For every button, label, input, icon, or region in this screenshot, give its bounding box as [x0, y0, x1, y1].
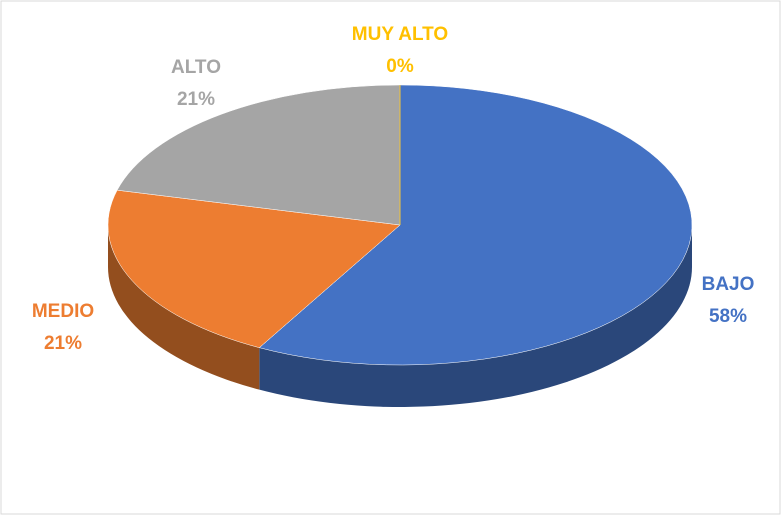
category-label: MUY ALTO	[352, 24, 448, 45]
pie-slice	[116, 84, 401, 226]
category-label: ALTO	[171, 57, 221, 78]
pie-slice	[107, 189, 401, 348]
pie-slice-side	[108, 225, 260, 390]
pie-slice	[258, 84, 693, 366]
category-label: BAJO	[702, 274, 755, 295]
category-label: MEDIO	[32, 301, 94, 322]
value-label: 0%	[386, 56, 414, 77]
value-label: 58%	[709, 306, 747, 327]
value-label: 21%	[177, 89, 215, 110]
value-label: 21%	[44, 333, 82, 354]
pie-slice-side	[259, 225, 692, 407]
